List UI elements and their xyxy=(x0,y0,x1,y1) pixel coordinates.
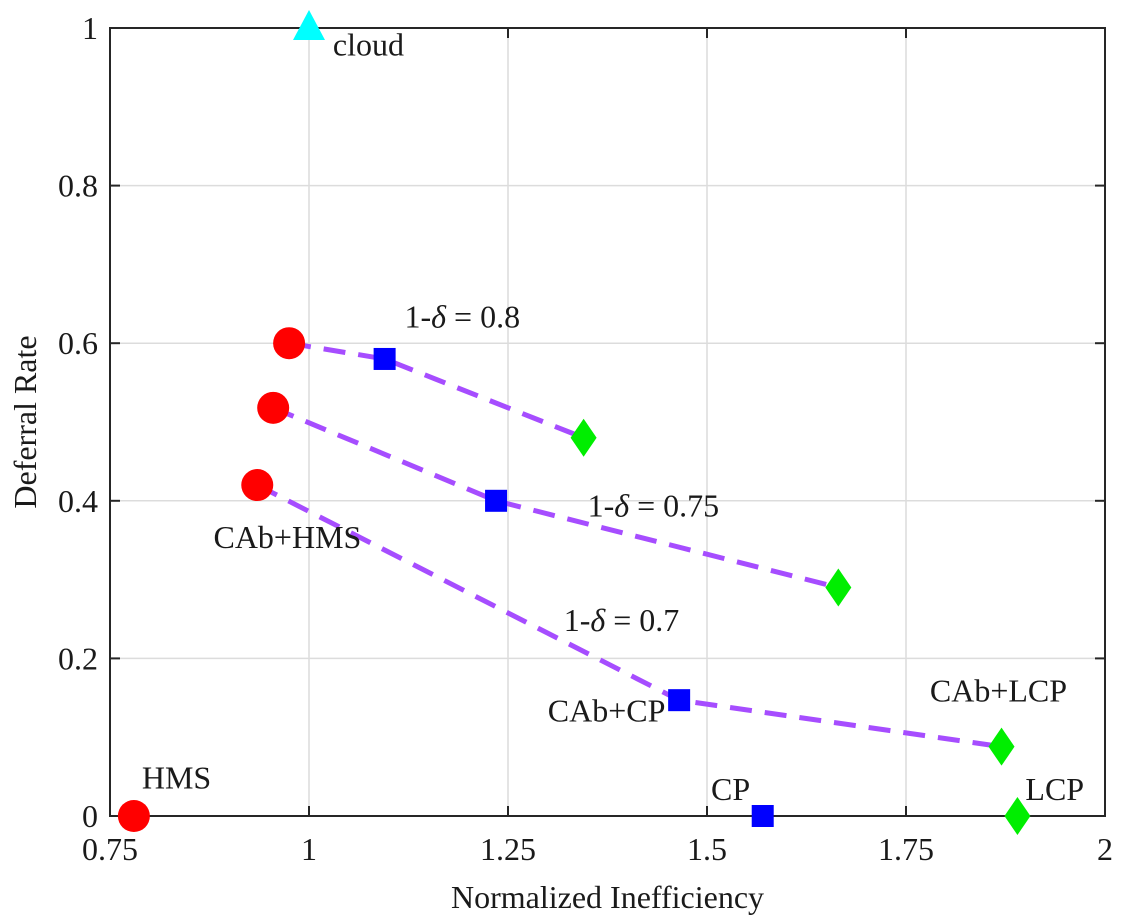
series-1-diamond-point xyxy=(825,568,852,607)
y-tick-label: 0.4 xyxy=(58,483,98,519)
annotation-cab-hms: CAb+HMS xyxy=(213,519,361,555)
y-tick-label: 0.8 xyxy=(58,168,98,204)
y-tick-label: 0.6 xyxy=(58,325,98,361)
series-0-diamond-point xyxy=(570,418,597,457)
label-delta-0-8: 1-δ = 0.8 xyxy=(405,298,521,334)
y-axis-title: Deferral Rate xyxy=(7,335,43,508)
delta-value: = 0.8 xyxy=(446,298,520,334)
series-line-1 xyxy=(272,405,839,590)
x-tick-label: 2 xyxy=(1097,831,1113,867)
annotation-cab-lcp: CAb+LCP xyxy=(930,673,1067,709)
y-tick-label: 0.2 xyxy=(58,640,98,676)
x-tick-label: 1.5 xyxy=(687,831,727,867)
series-2-square-point xyxy=(668,689,691,712)
series-2-circle-point xyxy=(241,469,274,502)
axis-ticks: 0.75 1 1.25 1.5 1.75 2 0 0.2 0.4 0.6 0.8 1 xyxy=(58,10,1113,867)
cloud-triangle-point xyxy=(293,10,325,40)
series-line-0 xyxy=(288,340,585,441)
annotation-hms: HMS xyxy=(142,759,211,795)
x-tick-label: 1.25 xyxy=(480,831,536,867)
delta-prefix: 1- xyxy=(588,488,615,524)
annotation-cloud: cloud xyxy=(333,27,404,63)
y-tick-label: 0 xyxy=(82,798,98,834)
delta-symbol: δ xyxy=(614,488,630,524)
series-2-diamond-point xyxy=(988,727,1015,766)
x-tick-label: 1 xyxy=(301,831,317,867)
series-1-square-point xyxy=(485,489,508,512)
series-1-circle-point xyxy=(257,391,290,424)
series-0-circle-point xyxy=(273,327,306,360)
label-delta-0-7: 1-δ = 0.7 xyxy=(564,602,680,638)
x-tick-label: 1.75 xyxy=(878,831,934,867)
annotation-cab-cp: CAb+CP xyxy=(548,692,666,728)
x-tick-label: 0.75 xyxy=(82,831,138,867)
hms-circle-point xyxy=(117,800,150,832)
lcp-diamond-point xyxy=(1004,797,1031,835)
delta-value: = 0.75 xyxy=(629,488,719,524)
y-tick-label: 1 xyxy=(82,10,98,46)
delta-symbol: δ xyxy=(590,602,606,638)
delta-value: = 0.7 xyxy=(605,602,679,638)
series-0-square-point xyxy=(373,347,396,370)
data-markers xyxy=(117,10,1031,835)
delta-symbol: δ xyxy=(431,298,447,334)
delta-prefix: 1- xyxy=(405,298,432,334)
label-delta-0-75: 1-δ = 0.75 xyxy=(588,488,720,524)
annotation-lcp: LCP xyxy=(1025,771,1084,807)
plot-frame xyxy=(109,27,1106,817)
x-axis-title: Normalized Inefficiency xyxy=(451,879,764,915)
cp-square-point xyxy=(751,805,774,827)
series-lines xyxy=(256,340,1002,750)
delta-prefix: 1- xyxy=(564,602,591,638)
annotation-cp: CP xyxy=(711,771,750,807)
